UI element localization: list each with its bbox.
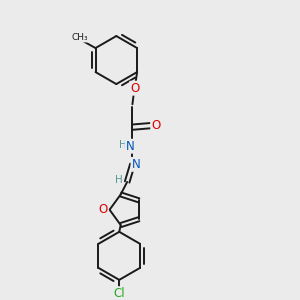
Text: O: O <box>151 119 160 132</box>
Text: Cl: Cl <box>113 287 125 300</box>
Text: CH₃: CH₃ <box>72 33 88 42</box>
Text: O: O <box>98 203 108 216</box>
Text: H: H <box>119 140 127 150</box>
Text: N: N <box>126 140 134 153</box>
Text: N: N <box>132 158 140 171</box>
Text: H: H <box>115 175 123 184</box>
Text: O: O <box>130 82 140 95</box>
